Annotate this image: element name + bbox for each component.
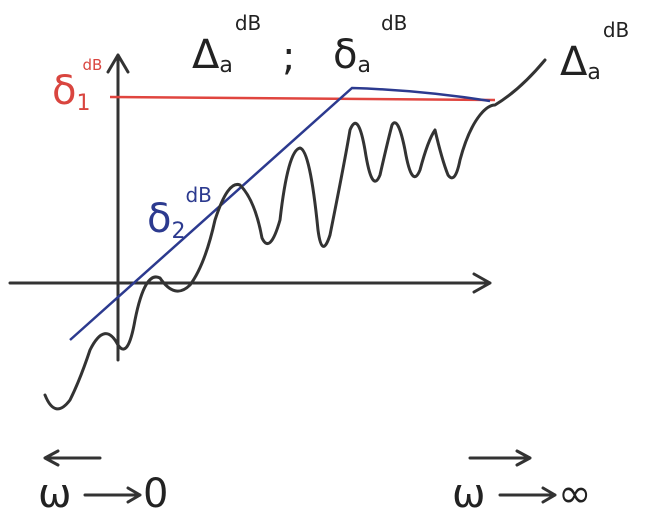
left-arrow [45,451,100,465]
superscript: dB [235,11,261,35]
diagram: ΔadB ; δadB ΔadB δ1dB δ2dB ω 0 ω ∞ [0,0,659,518]
subscript: 2 [171,219,185,244]
separator: ; [282,34,295,80]
symbol: Δ [560,39,588,85]
superscript: dB [185,183,211,207]
superscript: dB [381,11,407,35]
subscript: a [219,53,232,78]
blue-slope-label: δ2dB [147,183,212,244]
symbol: δ [333,32,357,78]
top-middle-label: δadB [333,11,407,78]
left-limit-arrow [85,488,140,502]
left-variable: ω [38,471,72,517]
left-limit: 0 [143,471,168,517]
right-limit: ∞ [558,471,591,517]
right-label: ΔadB [560,18,629,85]
symbol: Δ [192,32,220,78]
red-level-label: δ1 dB [52,56,102,116]
subscript: a [357,53,370,78]
right-arrow [470,451,530,465]
subscript: a [587,60,600,85]
right-limit-arrow [500,488,555,502]
response-curve [45,60,545,409]
symbol: δ [147,196,171,242]
superscript: dB [82,56,102,74]
right-variable: ω [452,471,486,517]
vertical-axis [108,55,128,360]
top-left-label: ΔadB [192,11,261,78]
horizontal-axis [10,274,490,292]
superscript: dB [603,18,629,42]
subscript: 1 [76,91,90,116]
symbol: δ [52,68,76,114]
red-level-line [110,97,495,100]
